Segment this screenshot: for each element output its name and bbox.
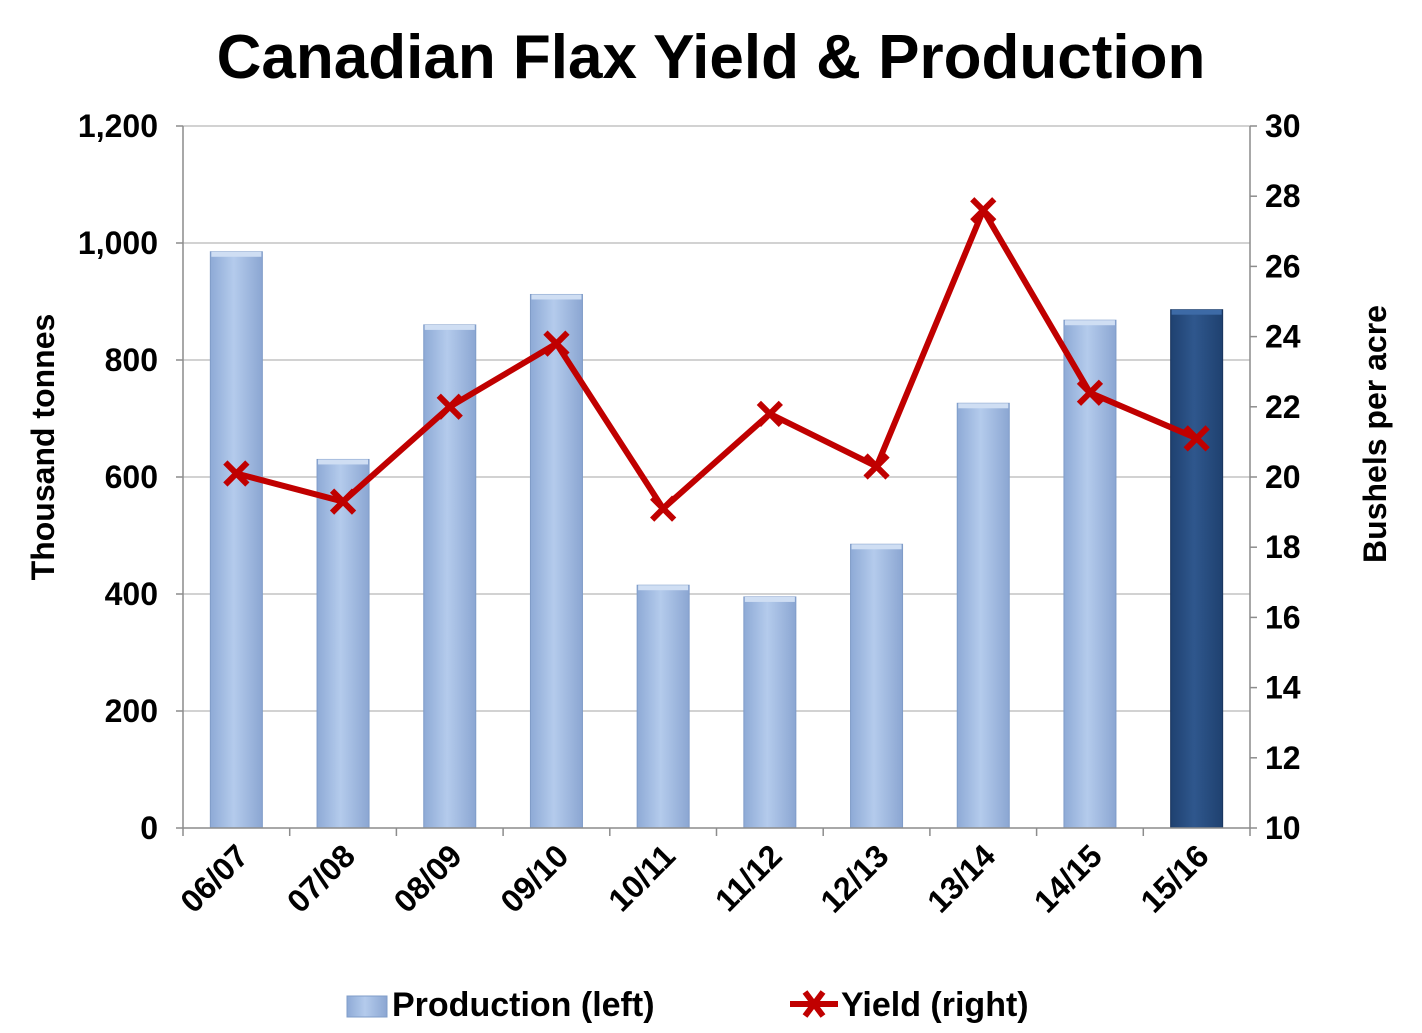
production-bar-cap <box>851 544 902 550</box>
yield-series-line <box>235 207 1198 512</box>
x-tick-label: 14/15 <box>1027 837 1109 919</box>
production-bar-cap <box>638 585 689 591</box>
production-bar-cap <box>211 251 262 257</box>
production-bar <box>743 596 797 829</box>
yield-point <box>863 453 890 480</box>
y2-tick-label: 26 <box>1265 248 1301 284</box>
y2-tick-label: 12 <box>1265 740 1301 776</box>
x-tick-label: 08/09 <box>387 837 469 919</box>
y-tick-label: 800 <box>105 342 158 378</box>
production-bar <box>850 543 904 829</box>
production-bar-cap <box>1064 320 1115 326</box>
legend-item-yield: Yield (right) <box>790 986 1029 1024</box>
production-bars <box>209 251 1224 829</box>
legend: Production (left) Yield (right) <box>346 986 1029 1024</box>
legend-label-yield: Yield (right) <box>841 986 1029 1024</box>
yield-point <box>756 400 783 427</box>
y-axis-label: Thousand tonnes <box>25 314 61 581</box>
y2-tick-label: 10 <box>1265 810 1301 846</box>
x-tick-label: 15/16 <box>1134 837 1216 919</box>
x-tick-label: 11/12 <box>708 837 789 918</box>
production-bar-cap <box>744 596 795 602</box>
x-tick-label: 10/11 <box>601 837 682 918</box>
production-bar-cap <box>1171 309 1222 315</box>
y2-tick-label: 22 <box>1265 389 1301 425</box>
y-tick-label: 400 <box>105 576 158 612</box>
yield-point <box>543 330 570 357</box>
y-tick-label: 1,200 <box>78 108 158 144</box>
x-tick-label: 13/14 <box>920 837 1002 919</box>
production-bar <box>316 458 370 829</box>
legend-marker-yield <box>802 990 826 1018</box>
y2-tick-label: 24 <box>1265 319 1301 355</box>
production-bar-cap <box>424 324 475 330</box>
production-bar-cap <box>318 459 369 465</box>
production-bar <box>209 251 263 829</box>
y-tick-label: 600 <box>105 459 158 495</box>
legend-swatch-production <box>346 995 388 1018</box>
y2-tick-label: 16 <box>1265 599 1301 635</box>
y-tick-label: 200 <box>105 693 158 729</box>
chart-title: Canadian Flax Yield & Production <box>217 23 1206 92</box>
yield-point <box>1183 425 1210 452</box>
yield-point <box>970 197 997 224</box>
yield-point <box>436 393 463 420</box>
y2-tick-label: 18 <box>1265 529 1301 565</box>
axes <box>176 125 1257 836</box>
y-tick-label: 1,000 <box>78 225 158 261</box>
yield-point <box>329 488 357 515</box>
production-bar <box>1063 319 1117 829</box>
legend-label-production: Production (left) <box>392 986 655 1024</box>
yield-point <box>1076 379 1104 406</box>
x-tick-label: 09/10 <box>493 837 575 919</box>
production-bar <box>1170 309 1224 829</box>
legend-item-production: Production (left) <box>346 986 655 1024</box>
y2-tick-label: 14 <box>1265 670 1301 706</box>
production-bar <box>423 324 477 829</box>
yield-point <box>223 460 250 487</box>
yield-point <box>650 495 677 522</box>
y2-tick-label: 30 <box>1265 108 1301 144</box>
production-bar-cap <box>531 294 582 300</box>
production-bar <box>636 584 690 829</box>
production-bar-cap <box>958 403 1009 409</box>
y-tick-label: 0 <box>140 810 158 846</box>
production-bar <box>956 402 1010 829</box>
y2-tick-label: 28 <box>1265 178 1301 214</box>
x-tick-label: 06/07 <box>173 837 255 919</box>
yield-line <box>223 197 1210 522</box>
x-tick-label: 07/08 <box>280 837 362 919</box>
y2-axis-label: Bushels per acre <box>1357 305 1393 563</box>
y2-tick-label: 20 <box>1265 459 1301 495</box>
x-tick-label: 12/13 <box>813 837 895 919</box>
